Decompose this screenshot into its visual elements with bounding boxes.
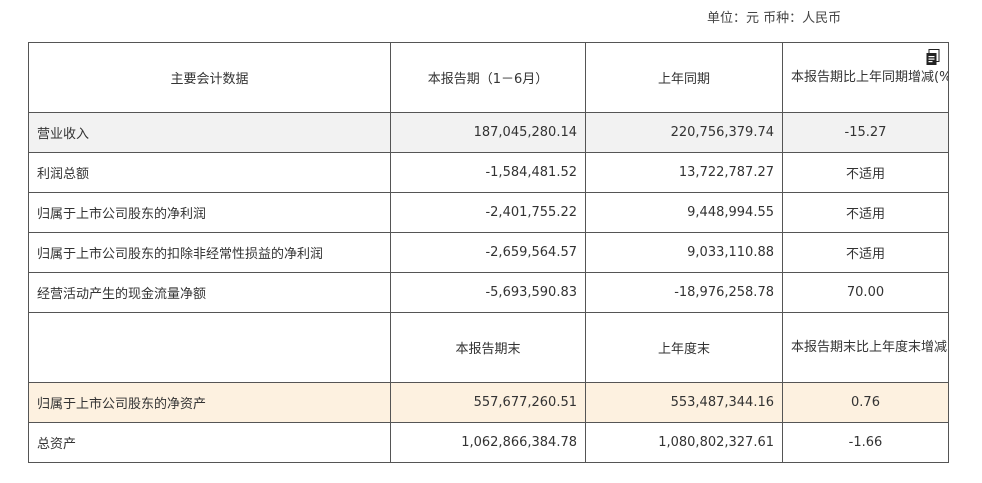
- row-prior-value: 9,448,994.55: [585, 192, 783, 233]
- row-current-value: -2,401,755.22: [390, 192, 586, 233]
- subheader-period-end: 本报告期末: [390, 312, 586, 383]
- key-accounting-data-table: 主要会计数据 本报告期（1－6月） 上年同期 本报告期比上年同期增减(%) 营业…: [28, 42, 949, 463]
- table-subheader-row: 本报告期末 上年度末 本报告期末比上年度末增减(%): [28, 312, 949, 383]
- table-row: 经营活动产生的现金流量净额 -5,693,590.83 -18,976,258.…: [28, 272, 949, 313]
- table-row: 营业收入 187,045,280.14 220,756,379.74 -15.2…: [28, 112, 949, 153]
- row-current-value: -2,659,564.57: [390, 232, 586, 273]
- row-prior-value: 553,487,344.16: [585, 382, 783, 423]
- table-row: 总资产 1,062,866,384.78 1,080,802,327.61 -1…: [28, 422, 949, 463]
- row-change-value: 不适用: [782, 192, 949, 233]
- row-prior-value: 9,033,110.88: [585, 232, 783, 273]
- header-change-percent-text: 本报告期比上年同期增减(%): [791, 70, 949, 85]
- currency-unit-note: 单位：元 币种：人民币: [707, 11, 842, 26]
- row-label: 总资产: [28, 422, 391, 463]
- row-current-value: 557,677,260.51: [390, 382, 586, 423]
- row-prior-value: 220,756,379.74: [585, 112, 783, 153]
- row-label: 归属于上市公司股东的净资产: [28, 382, 391, 423]
- subheader-change-percent: 本报告期末比上年度末增减(%): [782, 312, 949, 383]
- subheader-prior-year-end: 上年度末: [585, 312, 783, 383]
- row-prior-value: -18,976,258.78: [585, 272, 783, 313]
- table-row: 利润总额 -1,584,481.52 13,722,787.27 不适用: [28, 152, 949, 193]
- table-row: 归属于上市公司股东的净利润 -2,401,755.22 9,448,994.55…: [28, 192, 949, 233]
- row-current-value: 187,045,280.14: [390, 112, 586, 153]
- row-change-value: -15.27: [782, 112, 949, 153]
- header-prior-period: 上年同期: [585, 42, 783, 113]
- row-label: 营业收入: [28, 112, 391, 153]
- row-label: 归属于上市公司股东的净利润: [28, 192, 391, 233]
- row-current-value: 1,062,866,384.78: [390, 422, 586, 463]
- table-row: 归属于上市公司股东的扣除非经常性损益的净利润 -2,659,564.57 9,0…: [28, 232, 949, 273]
- row-label: 经营活动产生的现金流量净额: [28, 272, 391, 313]
- row-change-value: 不适用: [782, 152, 949, 193]
- row-change-value: 不适用: [782, 232, 949, 273]
- header-current-period: 本报告期（1－6月）: [390, 42, 586, 113]
- row-change-value: 0.76: [782, 382, 949, 423]
- row-current-value: -1,584,481.52: [390, 152, 586, 193]
- row-label: 归属于上市公司股东的扣除非经常性损益的净利润: [28, 232, 391, 273]
- row-prior-value: 1,080,802,327.61: [585, 422, 783, 463]
- row-prior-value: 13,722,787.27: [585, 152, 783, 193]
- row-label: 利润总额: [28, 152, 391, 193]
- row-change-value: -1.66: [782, 422, 949, 463]
- header-change-percent: 本报告期比上年同期增减(%): [782, 42, 949, 113]
- row-current-value: -5,693,590.83: [390, 272, 586, 313]
- row-change-value: 70.00: [782, 272, 949, 313]
- table-header-row: 主要会计数据 本报告期（1－6月） 上年同期 本报告期比上年同期增减(%): [28, 42, 949, 113]
- subheader-empty: [28, 312, 391, 383]
- document-icon[interactable]: [926, 49, 940, 66]
- table-row: 归属于上市公司股东的净资产 557,677,260.51 553,487,344…: [28, 382, 949, 423]
- header-key-data: 主要会计数据: [28, 42, 391, 113]
